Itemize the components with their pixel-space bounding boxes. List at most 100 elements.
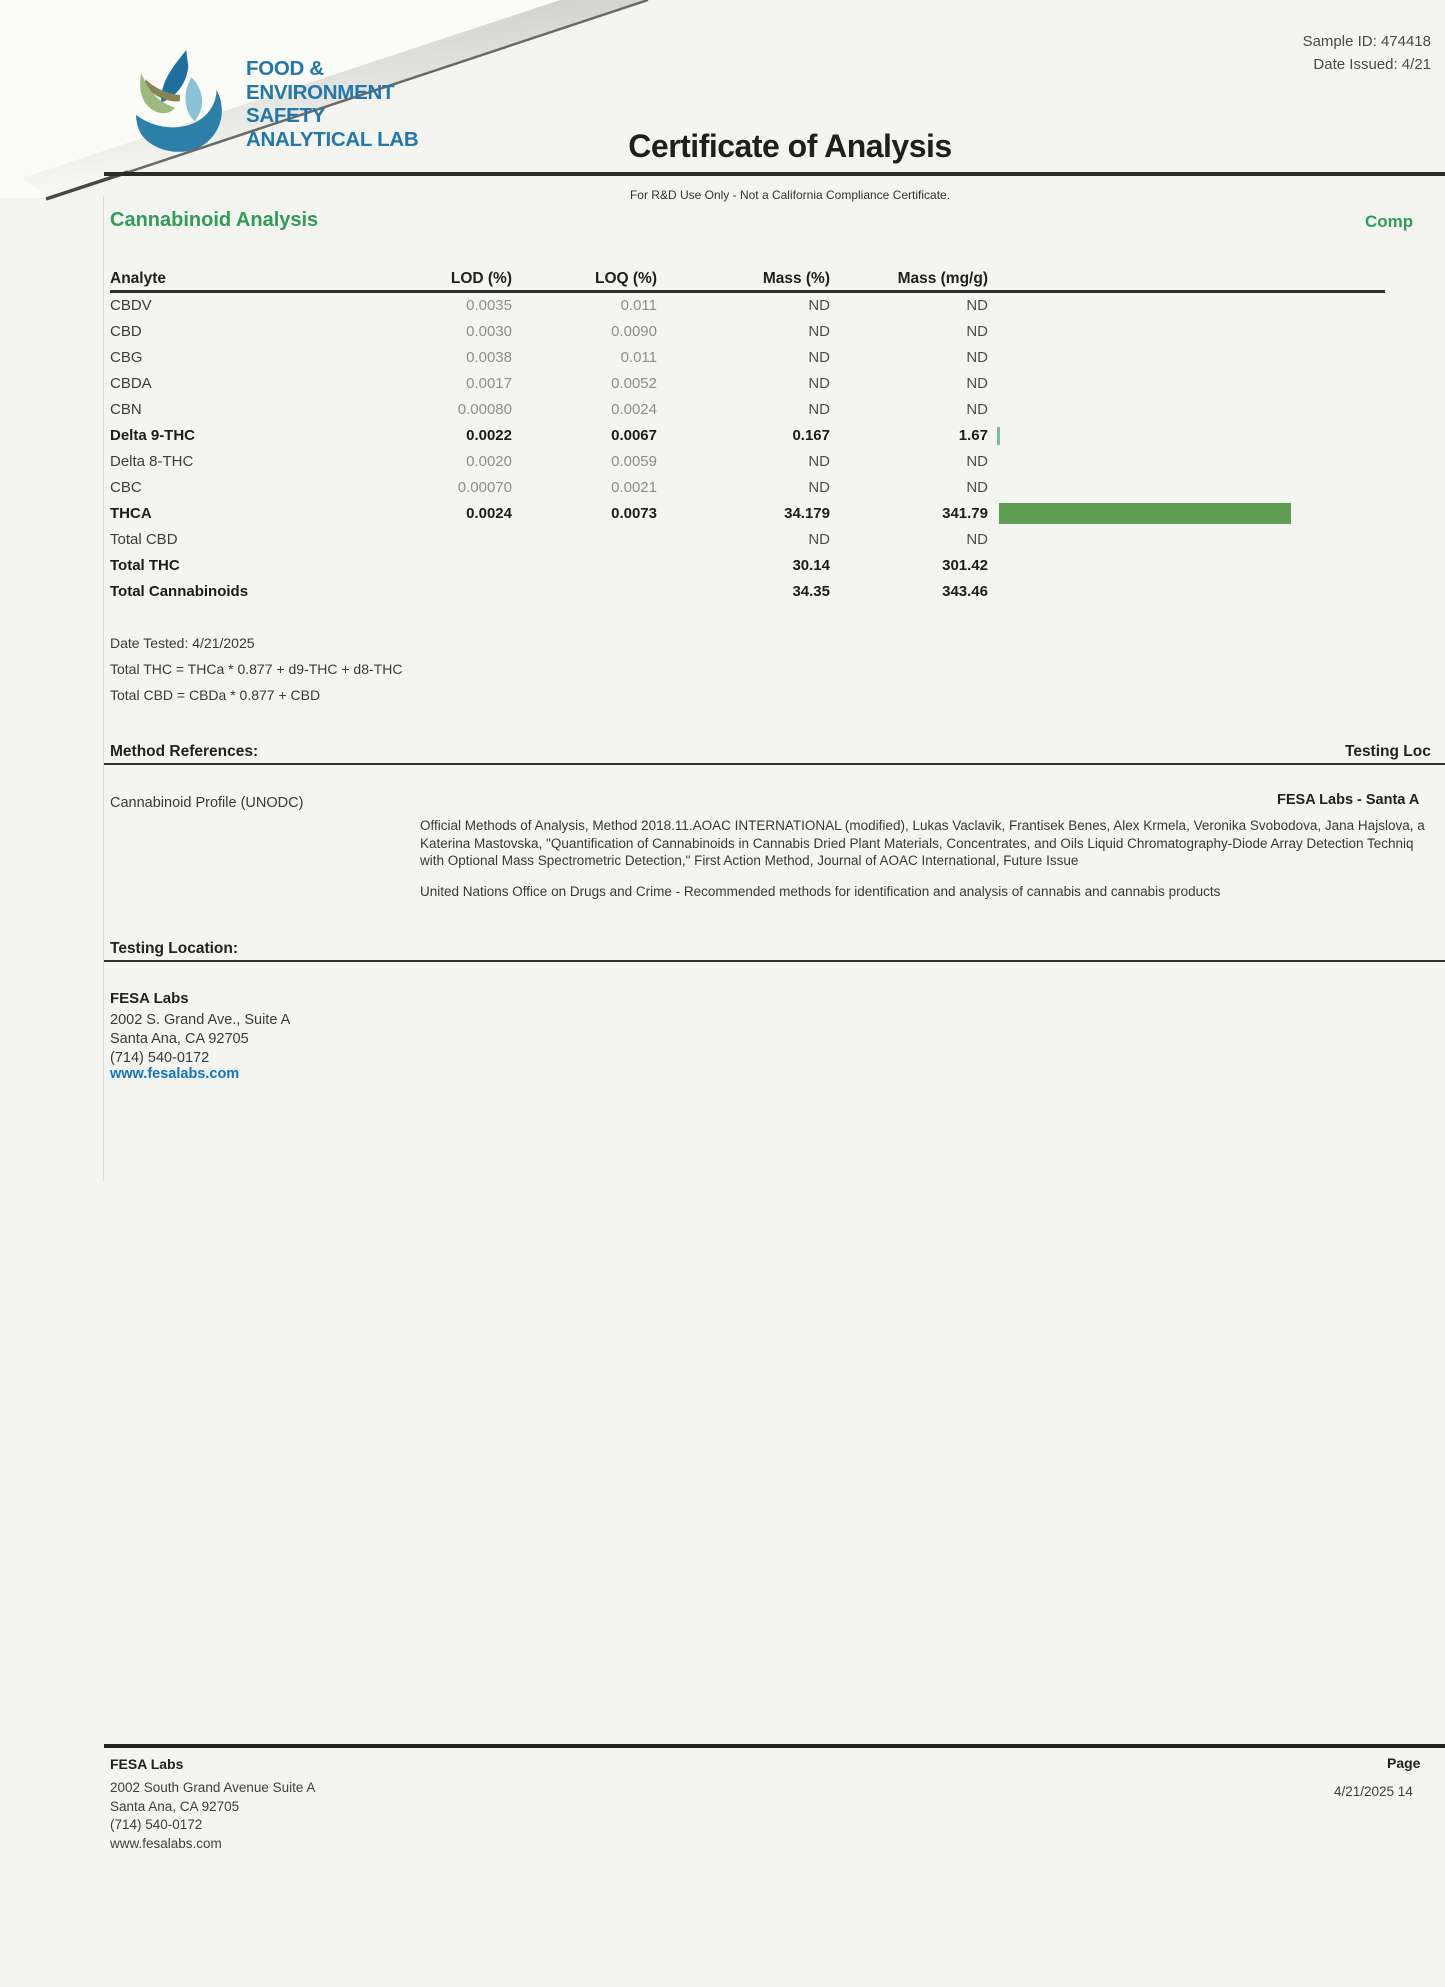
table-row: Delta 8-THC 0.0020 0.0059 ND ND bbox=[110, 449, 1445, 475]
mass-pct-value: 34.179 bbox=[784, 505, 830, 522]
testing-lab-address: 2002 S. Grand Ave., Suite A Santa Ana, C… bbox=[110, 1011, 290, 1068]
column-header: Mass (%) bbox=[762, 270, 830, 287]
logo-line: SAFETY bbox=[246, 104, 326, 127]
bar-cell bbox=[988, 397, 1445, 423]
column-header: Analyte bbox=[110, 270, 166, 287]
section-heading-right-truncated: Comp bbox=[1365, 212, 1414, 231]
loq-value: 0.0021 bbox=[611, 479, 657, 496]
table-body: CBDV 0.0035 0.011 ND ND CBD 0.0030 0.0090 ND ND CB… bbox=[110, 293, 1445, 605]
bar-cell bbox=[988, 293, 1445, 319]
mass-pct-value: 34.35 bbox=[792, 583, 830, 600]
mass-mgg-value: 301.42 bbox=[942, 557, 988, 574]
bar-cell bbox=[988, 475, 1445, 501]
loq-value: 0.0067 bbox=[611, 427, 657, 444]
testing-location-heading: Testing Location: bbox=[110, 940, 239, 957]
method-references-heading: Method References: bbox=[110, 743, 259, 760]
loq-value: 0.011 bbox=[620, 297, 657, 314]
header-rule bbox=[104, 172, 1445, 176]
mass-mgg-value: ND bbox=[966, 323, 988, 340]
mass-pct-value: ND bbox=[808, 297, 830, 314]
footer-page-label-truncated: Page bbox=[1387, 1755, 1421, 1771]
address-line: 2002 S. Grand Ave., Suite A bbox=[110, 1012, 291, 1028]
table-row: CBN 0.00080 0.0024 ND ND bbox=[110, 397, 1445, 423]
bar-cell bbox=[988, 553, 1445, 579]
mass-mgg-value: ND bbox=[966, 401, 988, 418]
mass-pct-value: ND bbox=[808, 479, 830, 496]
loq-value: 0.0073 bbox=[611, 505, 657, 522]
bar-cell bbox=[988, 579, 1445, 605]
table-header-row: Analyte LOD (%) LOQ (%) Mass (%) Mass (mg/g) bbox=[110, 262, 1445, 288]
citation-line: Katerina Mastovska, "Quantification of C… bbox=[420, 835, 1414, 851]
footer-rule bbox=[104, 1744, 1445, 1748]
testing-location-rule bbox=[104, 960, 1445, 962]
mass-pct-value: ND bbox=[808, 375, 830, 392]
mass-pct-value: 0.167 bbox=[792, 427, 830, 444]
column-header: LOQ (%) bbox=[595, 270, 657, 287]
mass-pct-value: ND bbox=[808, 323, 830, 340]
cannabinoid-table: Analyte LOD (%) LOQ (%) Mass (%) Mass (mg/g)… bbox=[110, 262, 1445, 605]
mass-pct-value: ND bbox=[808, 531, 830, 548]
unodc-reference: United Nations Office on Drugs and Crime… bbox=[420, 884, 1221, 899]
column-header: LOD (%) bbox=[450, 270, 512, 287]
analyte-name: Delta 8-THC bbox=[110, 453, 194, 470]
analyte-name: Delta 9-THC bbox=[110, 427, 196, 444]
analyte-name: THCA bbox=[110, 505, 152, 522]
section-heading-cannabinoid-analysis: Cannabinoid Analysis bbox=[110, 209, 319, 231]
testing-lab-name: FESA Labs bbox=[110, 990, 189, 1007]
bar-cell bbox=[988, 501, 1445, 527]
phone-number: (714) 540-0172 bbox=[110, 1050, 210, 1066]
lod-value: 0.0017 bbox=[466, 375, 512, 392]
table-row: Total Cannabinoids 34.35 343.46 bbox=[110, 579, 1445, 605]
analysis-notes: Date Tested: 4/21/2025 Total THC = THCa … bbox=[110, 635, 402, 713]
column-header: Mass (mg/g) bbox=[897, 270, 988, 287]
footer-lab-name: FESA Labs bbox=[110, 1756, 184, 1772]
bar-cell bbox=[988, 423, 1445, 449]
footer-datetime-truncated: 4/21/2025 14 bbox=[1334, 1784, 1413, 1799]
lod-value: 0.0030 bbox=[466, 323, 512, 340]
lod-value: 0.00070 bbox=[457, 479, 512, 496]
total-cbd-formula: Total CBD = CBDa * 0.877 + CBD bbox=[110, 687, 321, 703]
bar-cell bbox=[988, 527, 1445, 553]
citation-line: with Optional Mass Spectrometric Detecti… bbox=[420, 853, 1079, 868]
method-references-rule bbox=[104, 763, 1445, 765]
footer-address: 2002 South Grand Avenue Suite A Santa An… bbox=[110, 1779, 315, 1853]
analyte-name: CBDV bbox=[110, 297, 152, 314]
analyte-name: CBD bbox=[110, 323, 142, 340]
fesa-logo-mark bbox=[136, 50, 222, 152]
testing-lab-right-truncated: FESA Labs - Santa A bbox=[1277, 792, 1420, 808]
analyte-name: Total THC bbox=[110, 557, 180, 574]
analyte-name: Total Cannabinoids bbox=[110, 583, 249, 600]
citation-line: Official Methods of Analysis, Method 201… bbox=[420, 818, 1425, 833]
delta9-mass-bar bbox=[997, 426, 1000, 445]
lod-value: 0.0038 bbox=[466, 349, 512, 366]
lod-value: 0.0020 bbox=[466, 453, 512, 470]
lod-value: 0.00080 bbox=[457, 401, 512, 418]
table-row: THCA 0.0024 0.0073 34.179 341.79 bbox=[110, 501, 1445, 527]
sample-id: Sample ID: 474418 bbox=[1302, 33, 1431, 50]
table-row: Delta 9-THC 0.0022 0.0067 0.167 1.67 bbox=[110, 423, 1445, 449]
table-row: CBG 0.0038 0.011 ND ND bbox=[110, 345, 1445, 371]
analyte-name: CBC bbox=[110, 479, 142, 496]
mass-mgg-value: ND bbox=[966, 531, 988, 548]
thca-mass-bar bbox=[999, 503, 1291, 524]
table-row: CBDV 0.0035 0.011 ND ND bbox=[110, 293, 1445, 319]
website: www.fesalabs.com bbox=[110, 1835, 222, 1851]
table-row: CBD 0.0030 0.0090 ND ND bbox=[110, 319, 1445, 345]
loq-value: 0.0024 bbox=[611, 401, 657, 418]
loq-value: 0.011 bbox=[620, 349, 657, 366]
mass-pct-value: ND bbox=[808, 453, 830, 470]
table-row: Total CBD ND ND bbox=[110, 527, 1445, 553]
phone-number: (714) 540-0172 bbox=[110, 1817, 203, 1832]
sample-info: Sample ID: 474418 Date Issued: 4/21 bbox=[1303, 30, 1431, 76]
address-line: Santa Ana, CA 92705 bbox=[110, 1798, 240, 1814]
document-subtitle: For R&D Use Only - Not a California Comp… bbox=[629, 188, 951, 202]
mass-mgg-value: ND bbox=[966, 349, 988, 366]
loq-value: 0.0052 bbox=[611, 375, 657, 392]
table-row: CBC 0.00070 0.0021 ND ND bbox=[110, 475, 1445, 501]
loq-value: 0.0090 bbox=[611, 323, 657, 340]
loq-value: 0.0059 bbox=[611, 453, 657, 470]
table-row: CBDA 0.0017 0.0052 ND ND bbox=[110, 371, 1445, 397]
mass-mgg-value: ND bbox=[966, 453, 988, 470]
mass-mgg-value: 1.67 bbox=[958, 427, 988, 444]
